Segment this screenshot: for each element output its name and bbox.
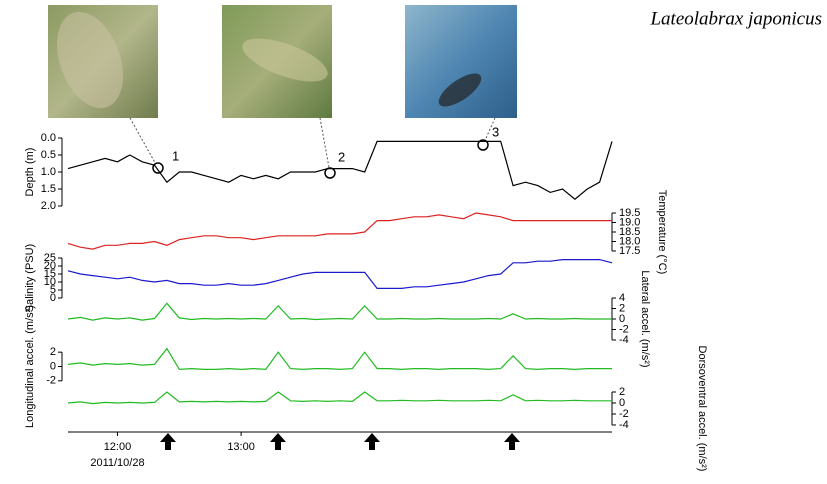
y-tick-label: 0 xyxy=(619,397,625,409)
event-arrow xyxy=(364,433,380,450)
photo-link xyxy=(320,118,330,173)
photo-number: 2 xyxy=(338,149,345,164)
y-axis-title: Temperature (°C) xyxy=(656,190,668,274)
y-tick-label: 1.5 xyxy=(41,183,56,195)
series-line xyxy=(68,303,612,320)
y-tick-label: 19.5 xyxy=(619,207,640,219)
y-axis-title: Longitudinal accel. (m/s²) xyxy=(24,305,36,428)
photo-number: 1 xyxy=(172,148,179,163)
y-tick-label: 2.0 xyxy=(41,200,56,212)
x-tick-label: 12:00 xyxy=(104,441,132,453)
y-tick-label: 0.5 xyxy=(41,149,56,161)
y-axis-title: Dorsoventral accel. (m/s²) xyxy=(696,346,708,472)
y-tick-label: 25 xyxy=(44,252,56,264)
event-arrows xyxy=(160,433,520,450)
y-axis-title: Lateral accel. (m/s²) xyxy=(639,270,651,367)
y-tick-label: 2 xyxy=(619,386,625,398)
y-axis-title: Depth (m) xyxy=(24,148,36,197)
y-tick-label: 0 xyxy=(50,360,56,372)
series-line xyxy=(68,392,612,404)
y-tick-label: 1.0 xyxy=(41,166,56,178)
y-tick-label: 2 xyxy=(50,346,56,358)
series-line xyxy=(68,349,612,370)
y-tick-label: -2 xyxy=(619,323,629,335)
x-tick-label: 13:00 xyxy=(227,441,255,453)
y-tick-label: 0 xyxy=(619,313,625,325)
y-tick-label: -2 xyxy=(46,375,56,387)
y-tick-label: 0.0 xyxy=(41,132,56,144)
figure: Lateolabrax japonicus 1 2 3 0.0 0.5 1.0 1.5… xyxy=(0,0,827,484)
y-tick-label: -4 xyxy=(619,419,629,431)
y-tick-label: 2 xyxy=(619,302,625,314)
y-tick-label: -2 xyxy=(619,408,629,420)
x-date-label: 2011/10/28 xyxy=(90,457,144,469)
event-arrow xyxy=(270,433,286,450)
event-arrow xyxy=(160,433,176,450)
species-title: Lateolabrax japonicus xyxy=(649,8,822,29)
photo-link xyxy=(130,118,158,168)
y-axis-title: Salinity (PSU) xyxy=(24,244,36,312)
event-arrow xyxy=(504,433,520,450)
y-tick-label: 4 xyxy=(619,292,625,304)
series-line xyxy=(68,260,612,289)
y-tick-label: -4 xyxy=(619,334,629,346)
series-line xyxy=(68,213,612,249)
photo-marker xyxy=(153,163,163,173)
photo-number: 3 xyxy=(492,124,499,139)
